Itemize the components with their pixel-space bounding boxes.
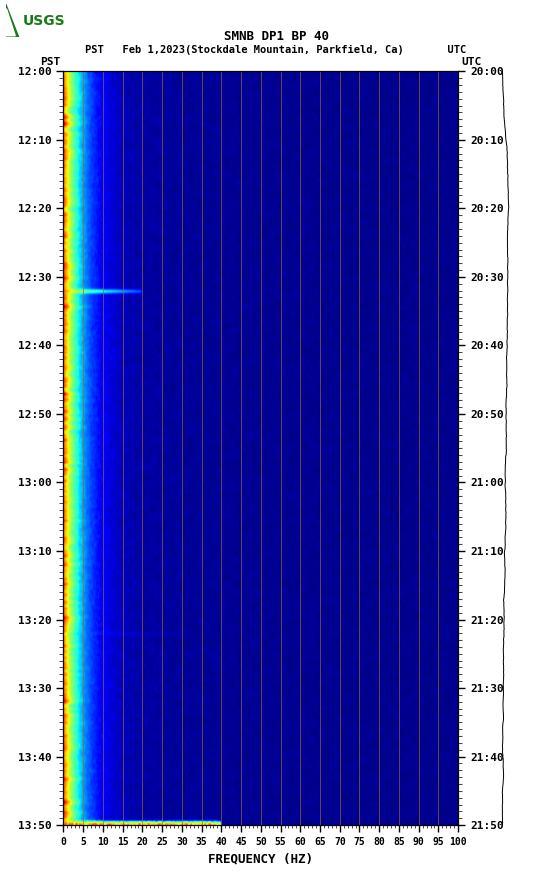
Text: PST   Feb 1,2023(Stockdale Mountain, Parkfield, Ca)       UTC: PST Feb 1,2023(Stockdale Mountain, Parkf…	[86, 45, 466, 54]
Polygon shape	[6, 4, 19, 37]
X-axis label: FREQUENCY (HZ): FREQUENCY (HZ)	[208, 853, 314, 865]
Text: UTC: UTC	[461, 57, 481, 67]
Text: SMNB DP1 BP 40: SMNB DP1 BP 40	[224, 30, 328, 44]
Text: USGS: USGS	[22, 13, 65, 28]
Text: PST: PST	[40, 57, 61, 67]
Polygon shape	[7, 9, 15, 36]
